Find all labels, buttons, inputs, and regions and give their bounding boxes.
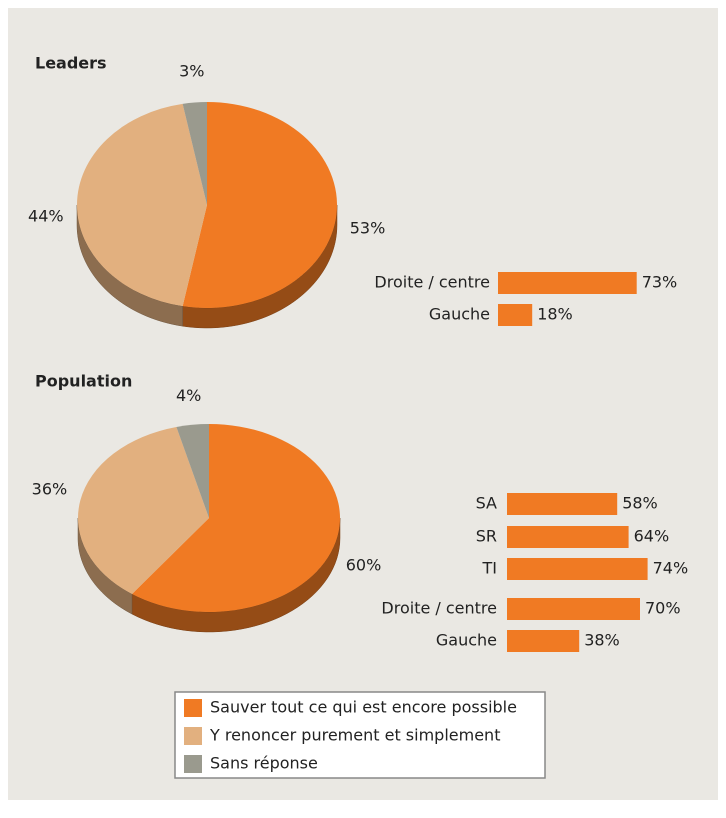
pie-top bbox=[132, 424, 340, 612]
pie-label: 36% bbox=[32, 480, 68, 499]
bar bbox=[507, 526, 629, 548]
pie-slice bbox=[76, 103, 207, 327]
bar bbox=[507, 493, 618, 515]
pie-label: 3% bbox=[179, 61, 204, 80]
bar-value-label: 74% bbox=[653, 559, 689, 578]
bar bbox=[507, 630, 580, 652]
pie-label: 53% bbox=[350, 219, 386, 238]
bar-value-label: 38% bbox=[584, 631, 620, 650]
legend-swatch bbox=[184, 755, 202, 773]
bar-category-label: Gauche bbox=[436, 631, 497, 650]
legend-swatch bbox=[184, 699, 202, 717]
pie-slice bbox=[176, 424, 209, 518]
bar bbox=[498, 272, 637, 294]
bar-category-label: Gauche bbox=[429, 305, 490, 324]
pie-top bbox=[182, 102, 337, 308]
legend-label: Sauver tout ce qui est encore possible bbox=[210, 698, 517, 717]
legend-label: Y renoncer purement et simplement bbox=[209, 726, 500, 745]
chart-title: Leaders bbox=[35, 54, 107, 73]
bar bbox=[498, 304, 533, 326]
pie-label: 44% bbox=[28, 207, 64, 226]
pie-top bbox=[182, 102, 207, 205]
bar-value-label: 73% bbox=[642, 273, 678, 292]
pie-top bbox=[76, 103, 207, 307]
pie-slice bbox=[182, 102, 207, 205]
bar-category-label: Droite / centre bbox=[374, 273, 490, 292]
legend-box bbox=[174, 691, 546, 779]
bar bbox=[507, 598, 640, 620]
pie-label: 4% bbox=[176, 386, 201, 405]
pie-slice bbox=[77, 426, 209, 615]
bar bbox=[507, 558, 648, 580]
bar-category-label: TI bbox=[482, 559, 498, 578]
legend-swatch bbox=[184, 727, 202, 745]
bar-category-label: SA bbox=[476, 494, 497, 513]
pie-top bbox=[78, 426, 209, 595]
bar-value-label: 18% bbox=[537, 305, 573, 324]
pie-top bbox=[176, 424, 209, 518]
bar-value-label: 64% bbox=[634, 527, 670, 546]
bar-value-label: 70% bbox=[645, 599, 681, 618]
bar-category-label: SR bbox=[476, 527, 497, 546]
legend-label: Sans réponse bbox=[210, 754, 318, 773]
bar-category-label: Droite / centre bbox=[381, 599, 497, 618]
background bbox=[8, 8, 718, 800]
bar-value-label: 58% bbox=[622, 494, 658, 513]
pie-label: 60% bbox=[346, 556, 382, 575]
chart-title: Population bbox=[35, 372, 132, 391]
